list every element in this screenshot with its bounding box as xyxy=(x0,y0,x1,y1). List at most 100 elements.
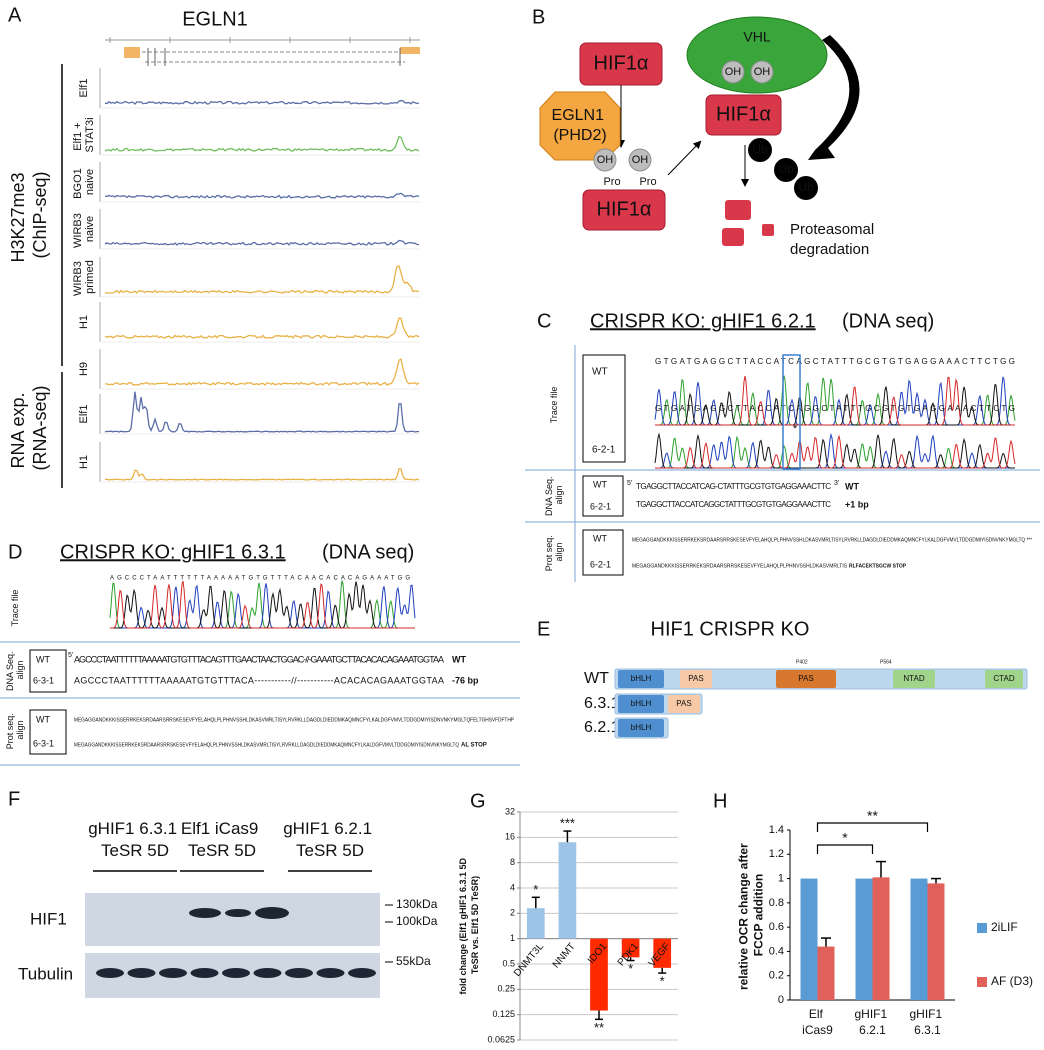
clone-box xyxy=(582,354,626,463)
signal-track xyxy=(104,391,420,433)
degradation-label: Proteasomal degradation xyxy=(790,221,878,258)
significance: * xyxy=(660,974,665,989)
lane-label: gHIF1 6.2.1 TeSR 5D xyxy=(283,819,377,860)
row-label: Trace file xyxy=(549,387,559,424)
x-tick-label: gHIF1 6.3.1 xyxy=(909,1007,945,1037)
row-label: DNA Seq. align xyxy=(544,474,564,516)
dna-sequence: TGAGGCTTACCATCAG-CTATTTGCGTGTGAGGAAACTTC xyxy=(636,482,831,491)
clone-label: 6-3-1 xyxy=(33,675,54,685)
significance: ** xyxy=(867,808,878,824)
dna-note: +1 bp xyxy=(845,499,869,509)
track-label: H9 xyxy=(78,362,90,376)
domain-label: bHLH xyxy=(631,723,652,732)
ubiquitin-label: Ub xyxy=(798,180,814,194)
lane-label: gHIF1 6.3.1 TeSR 5D xyxy=(88,819,182,860)
curved-arrow xyxy=(808,35,860,160)
seq-end: 5' xyxy=(68,652,73,659)
group-label: RNA exp. (RNA-seq) xyxy=(8,385,50,470)
panel-title: CRISPR KO: gHIF1 6.3.1 xyxy=(60,541,286,563)
trace-sequence: AGCCCTAATTTTTTAAAAATGTGTTTACAACACACAGAAA… xyxy=(110,576,410,582)
clone-label: 6-2-1 xyxy=(592,445,616,456)
y-tick-label: 0.125 xyxy=(492,1009,515,1019)
blot-label: Tubulin xyxy=(18,964,73,983)
y-tick-label: 0.0625 xyxy=(487,1034,515,1044)
chromatogram xyxy=(110,580,415,629)
track-label: H1 xyxy=(78,315,90,329)
x-tick-label: NNMT xyxy=(551,941,578,970)
domain xyxy=(776,670,836,688)
bar xyxy=(653,938,672,968)
proteasome xyxy=(722,228,744,246)
trace-sequence: GTGATGAGGCTTACCATCAGCTATTTGCGTGTGAGGAAAC… xyxy=(655,357,1015,366)
significance-bracket xyxy=(816,822,929,832)
panel-label: E xyxy=(537,618,550,640)
clone-label: WT xyxy=(593,479,607,489)
signal-track xyxy=(105,265,420,294)
signal-track xyxy=(104,192,420,199)
bar xyxy=(927,883,945,1000)
isoform-label: 6.2.1 xyxy=(584,719,620,736)
significance: ** xyxy=(594,1020,604,1035)
seq-end: 3' xyxy=(834,480,839,487)
band xyxy=(253,968,282,978)
clone-label: 6-2-1 xyxy=(590,501,611,511)
blot xyxy=(85,893,380,946)
domain-label: bHLH xyxy=(631,699,652,708)
domain-label: CTAD xyxy=(993,674,1014,683)
bar xyxy=(558,842,577,939)
ubiquitin xyxy=(794,176,818,200)
clone-label: 6-3-1 xyxy=(33,738,54,748)
y-axis-label: fold change (Elf1 gHIF1 6.3.1 5D TeSR vs… xyxy=(458,855,480,994)
ubiquitin-label: Ub xyxy=(778,162,794,176)
significance: * xyxy=(842,830,848,846)
panel-label: B xyxy=(532,6,545,28)
row-label: Prot seq. align xyxy=(544,533,564,572)
enzyme-label: EGLN1 (PHD2) xyxy=(552,107,609,144)
domain xyxy=(618,695,664,713)
dna-sequence: AGCCCTAATTTTTTAAAAATGTGTTTACA-----------… xyxy=(74,675,444,685)
row-label: DNA Seq. align xyxy=(5,649,25,691)
y-tick-label: 1.2 xyxy=(769,848,784,860)
protein-label: HIF1α xyxy=(594,52,649,74)
signal-track xyxy=(104,317,420,339)
y-tick-label: 0.5 xyxy=(502,958,515,968)
band xyxy=(316,968,345,978)
y-tick-label: 0.2 xyxy=(769,970,784,982)
panel-label: G xyxy=(470,790,486,812)
band xyxy=(159,968,187,978)
legend-label: AF (D3) xyxy=(991,974,1033,988)
clone-label: 6-2-1 xyxy=(590,559,611,569)
domain-label: PAS xyxy=(676,699,691,708)
protein-box xyxy=(582,189,666,231)
hydroxyl-circle xyxy=(628,148,652,172)
y-tick-label: 1.4 xyxy=(769,824,784,836)
band xyxy=(189,908,221,918)
exon xyxy=(124,47,140,58)
domain xyxy=(618,670,664,688)
protein-sequence: MEGAGGANDKKKISSERRKEKSRDAARSRRSKESEVFYEL… xyxy=(74,717,515,723)
track-label: H1 xyxy=(78,455,90,469)
y-tick-label: 0.25 xyxy=(497,984,515,994)
protein-sequence: MEGAGGANDKKKISSERRKEKSRDAARSRRSKESEVFYEL… xyxy=(632,563,848,569)
dna-sequence: TGAGGCTTACCATCAGGCTATTTGCGTGTGAGGAAACTTC xyxy=(636,500,831,509)
domain xyxy=(680,670,712,688)
blot-label: HIF1 xyxy=(30,909,67,928)
y-tick-label: 0.4 xyxy=(769,945,784,957)
hydroxyl-label: OH xyxy=(725,66,742,78)
y-tick-label: 0.6 xyxy=(769,921,784,933)
y-tick-label: 16 xyxy=(505,832,515,842)
band xyxy=(222,968,250,978)
hydroxyl-circle xyxy=(750,60,774,84)
ubiquitin xyxy=(748,138,772,162)
domain xyxy=(618,719,664,737)
legend-label: 2iLIF xyxy=(991,920,1018,934)
domain xyxy=(668,695,700,713)
legend-swatch xyxy=(977,977,987,987)
protein-label: HIF1α xyxy=(716,103,771,125)
y-tick-label: 32 xyxy=(505,806,515,816)
domain-label: NTAD xyxy=(903,674,924,683)
mutation-mark: * xyxy=(793,423,798,435)
panel-title: HIF1 CRISPR KO xyxy=(651,618,810,640)
isoform-label: 6.3.1 xyxy=(584,695,620,712)
